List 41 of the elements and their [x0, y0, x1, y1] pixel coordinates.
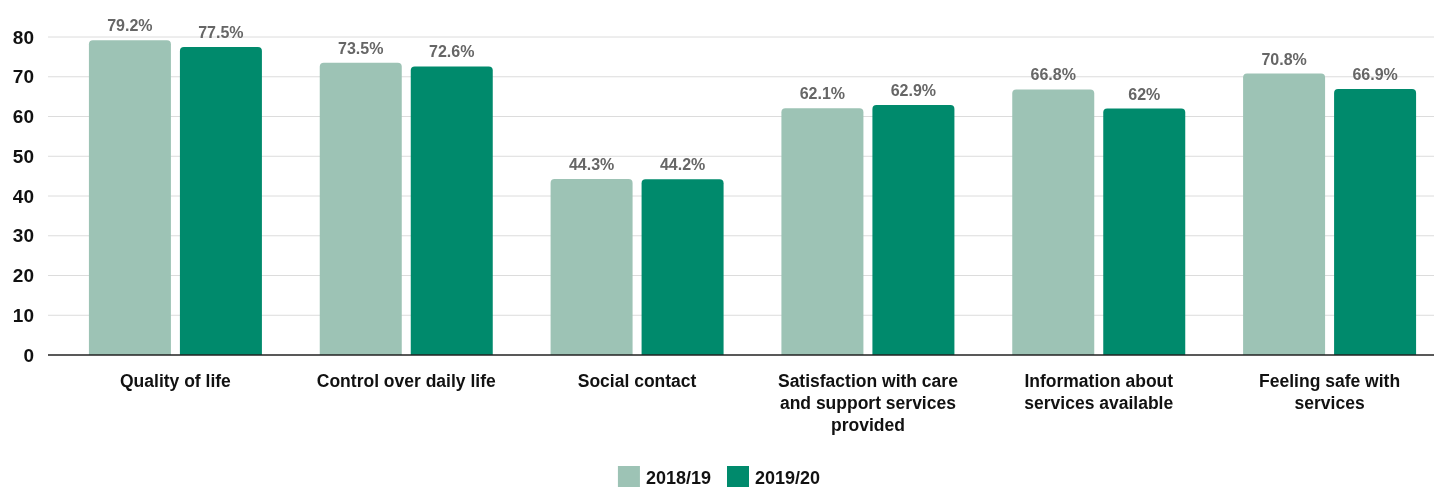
bar [410, 66, 493, 355]
y-tick-label: 10 [12, 304, 34, 326]
data-label: 70.8% [1261, 50, 1307, 68]
bar [88, 40, 171, 355]
data-label: 77.5% [198, 23, 244, 41]
y-tick-label: 50 [12, 145, 34, 167]
bar [1103, 108, 1186, 355]
x-tick-label: Social contact [577, 371, 697, 392]
data-label: 44.2% [659, 156, 706, 174]
y-tick-label: 20 [12, 265, 34, 287]
data-label: 62.1% [799, 85, 846, 103]
y-tick-label: 60 [12, 106, 34, 128]
y-tick-label: 70 [12, 66, 34, 88]
data-label: 62.9% [890, 81, 937, 99]
bar [1243, 73, 1326, 355]
x-tick-label: Feeling safe with services [1259, 371, 1401, 414]
data-label: 62% [1128, 85, 1161, 103]
x-tick-label: Quality of life [119, 371, 232, 392]
data-label: 66.9% [1352, 66, 1398, 84]
legend-label: 2019/20 [755, 468, 821, 487]
data-label: 73.5% [338, 39, 384, 57]
x-tick-label: Control over daily life [316, 371, 496, 392]
bar [179, 46, 262, 355]
bar [550, 178, 633, 355]
bar [1012, 89, 1095, 355]
bar [641, 179, 724, 355]
x-tick-label: Information about services available [1024, 371, 1174, 414]
legend-label: 2018/19 [645, 468, 711, 487]
data-label: 66.8% [1030, 66, 1076, 84]
bar [1334, 89, 1417, 355]
bar [319, 62, 402, 355]
bar [781, 108, 864, 355]
y-tick-label: 30 [12, 225, 34, 247]
data-label: 79.2% [107, 17, 153, 35]
y-tick-label: 80 [12, 26, 34, 48]
x-tick-label: Satisfaction with care and support services provided [777, 371, 959, 436]
bar [872, 104, 955, 355]
data-label: 72.6% [429, 43, 475, 61]
y-tick-label: 0 [23, 344, 34, 366]
y-tick-label: 40 [12, 185, 34, 207]
data-label: 44.3% [568, 155, 615, 173]
